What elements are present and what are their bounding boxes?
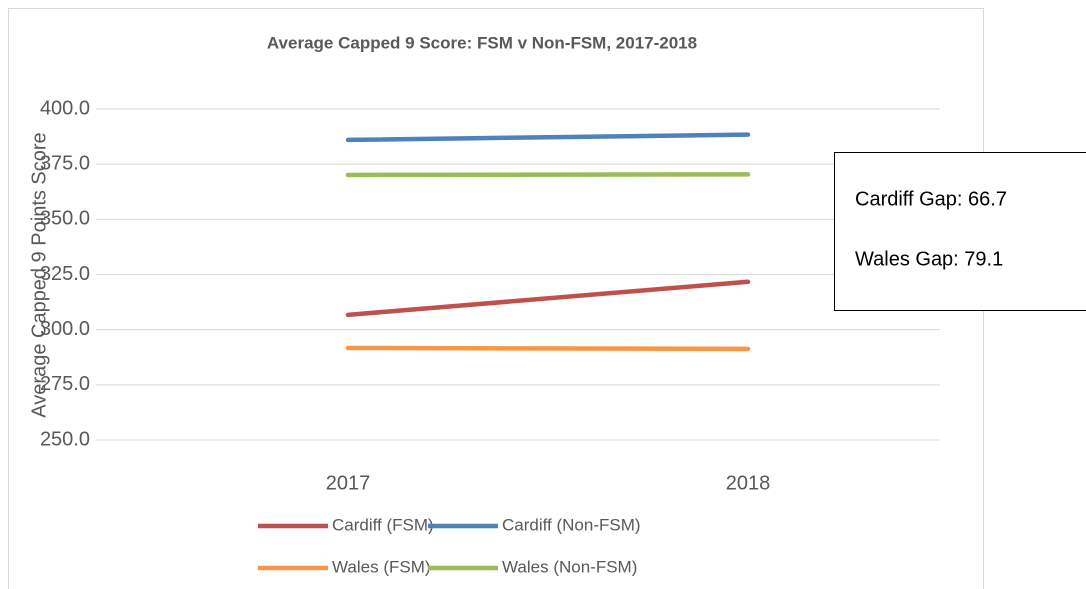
annotation: Cardiff Gap: 66.7 [855,188,1007,210]
y-tick-label: 275.0 [40,373,90,395]
series-line [345,172,751,178]
y-tick-label: 375.0 [40,152,90,174]
annotation: Wales Gap: 79.1 [855,248,1003,270]
y-tick-label: 325.0 [40,263,90,285]
legend-label: Wales (Non-FSM) [502,557,637,576]
chart-frame [8,8,984,589]
y-tick-label: 350.0 [40,208,90,230]
series-line [345,132,751,143]
legend-label: Wales (FSM) [332,557,431,576]
x-tick-label: 2018 [726,472,771,494]
y-tick-label: 300.0 [40,318,90,340]
legend-label: Cardiff (FSM) [332,515,434,534]
y-axis-title: Average Capped 9 Points Score [28,132,50,417]
annotation-box [834,152,1086,311]
chart-title: Average Capped 9 Score: FSM v Non-FSM, 2… [267,33,697,52]
y-tick-label: 250.0 [40,428,90,450]
series-line [345,345,751,352]
legend-label: Cardiff (Non-FSM) [502,515,641,534]
series-line [345,279,751,318]
x-tick-label: 2017 [326,472,371,494]
y-tick-label: 400.0 [40,97,90,119]
